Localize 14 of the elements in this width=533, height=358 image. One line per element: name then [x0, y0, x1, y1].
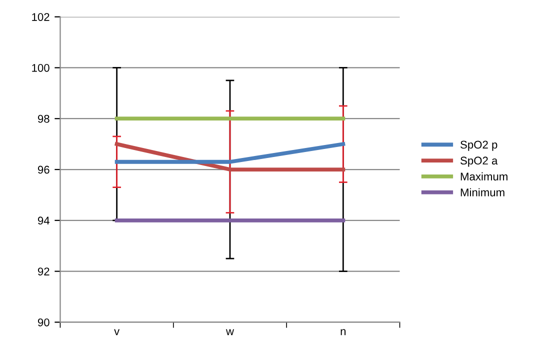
y-tick-label: 92: [38, 268, 50, 276]
legend-label: Maximum: [460, 172, 508, 180]
y-tick-label: 94: [38, 216, 50, 225]
legend-label: Minimum: [460, 188, 504, 196]
legend-label: SpO2 p: [460, 140, 498, 151]
y-tick-label: 98: [38, 114, 50, 123]
x-tick-label: n: [340, 329, 346, 336]
y-tick-label: 100: [32, 64, 50, 72]
x-tick-label: v: [114, 329, 120, 336]
y-tick-label: 90: [38, 318, 50, 326]
x-tick-label: w: [226, 329, 234, 336]
y-tick-label: 96: [38, 166, 50, 174]
legend-label: SpO2 a: [460, 156, 498, 167]
y-tick-label: 102: [32, 13, 50, 21]
